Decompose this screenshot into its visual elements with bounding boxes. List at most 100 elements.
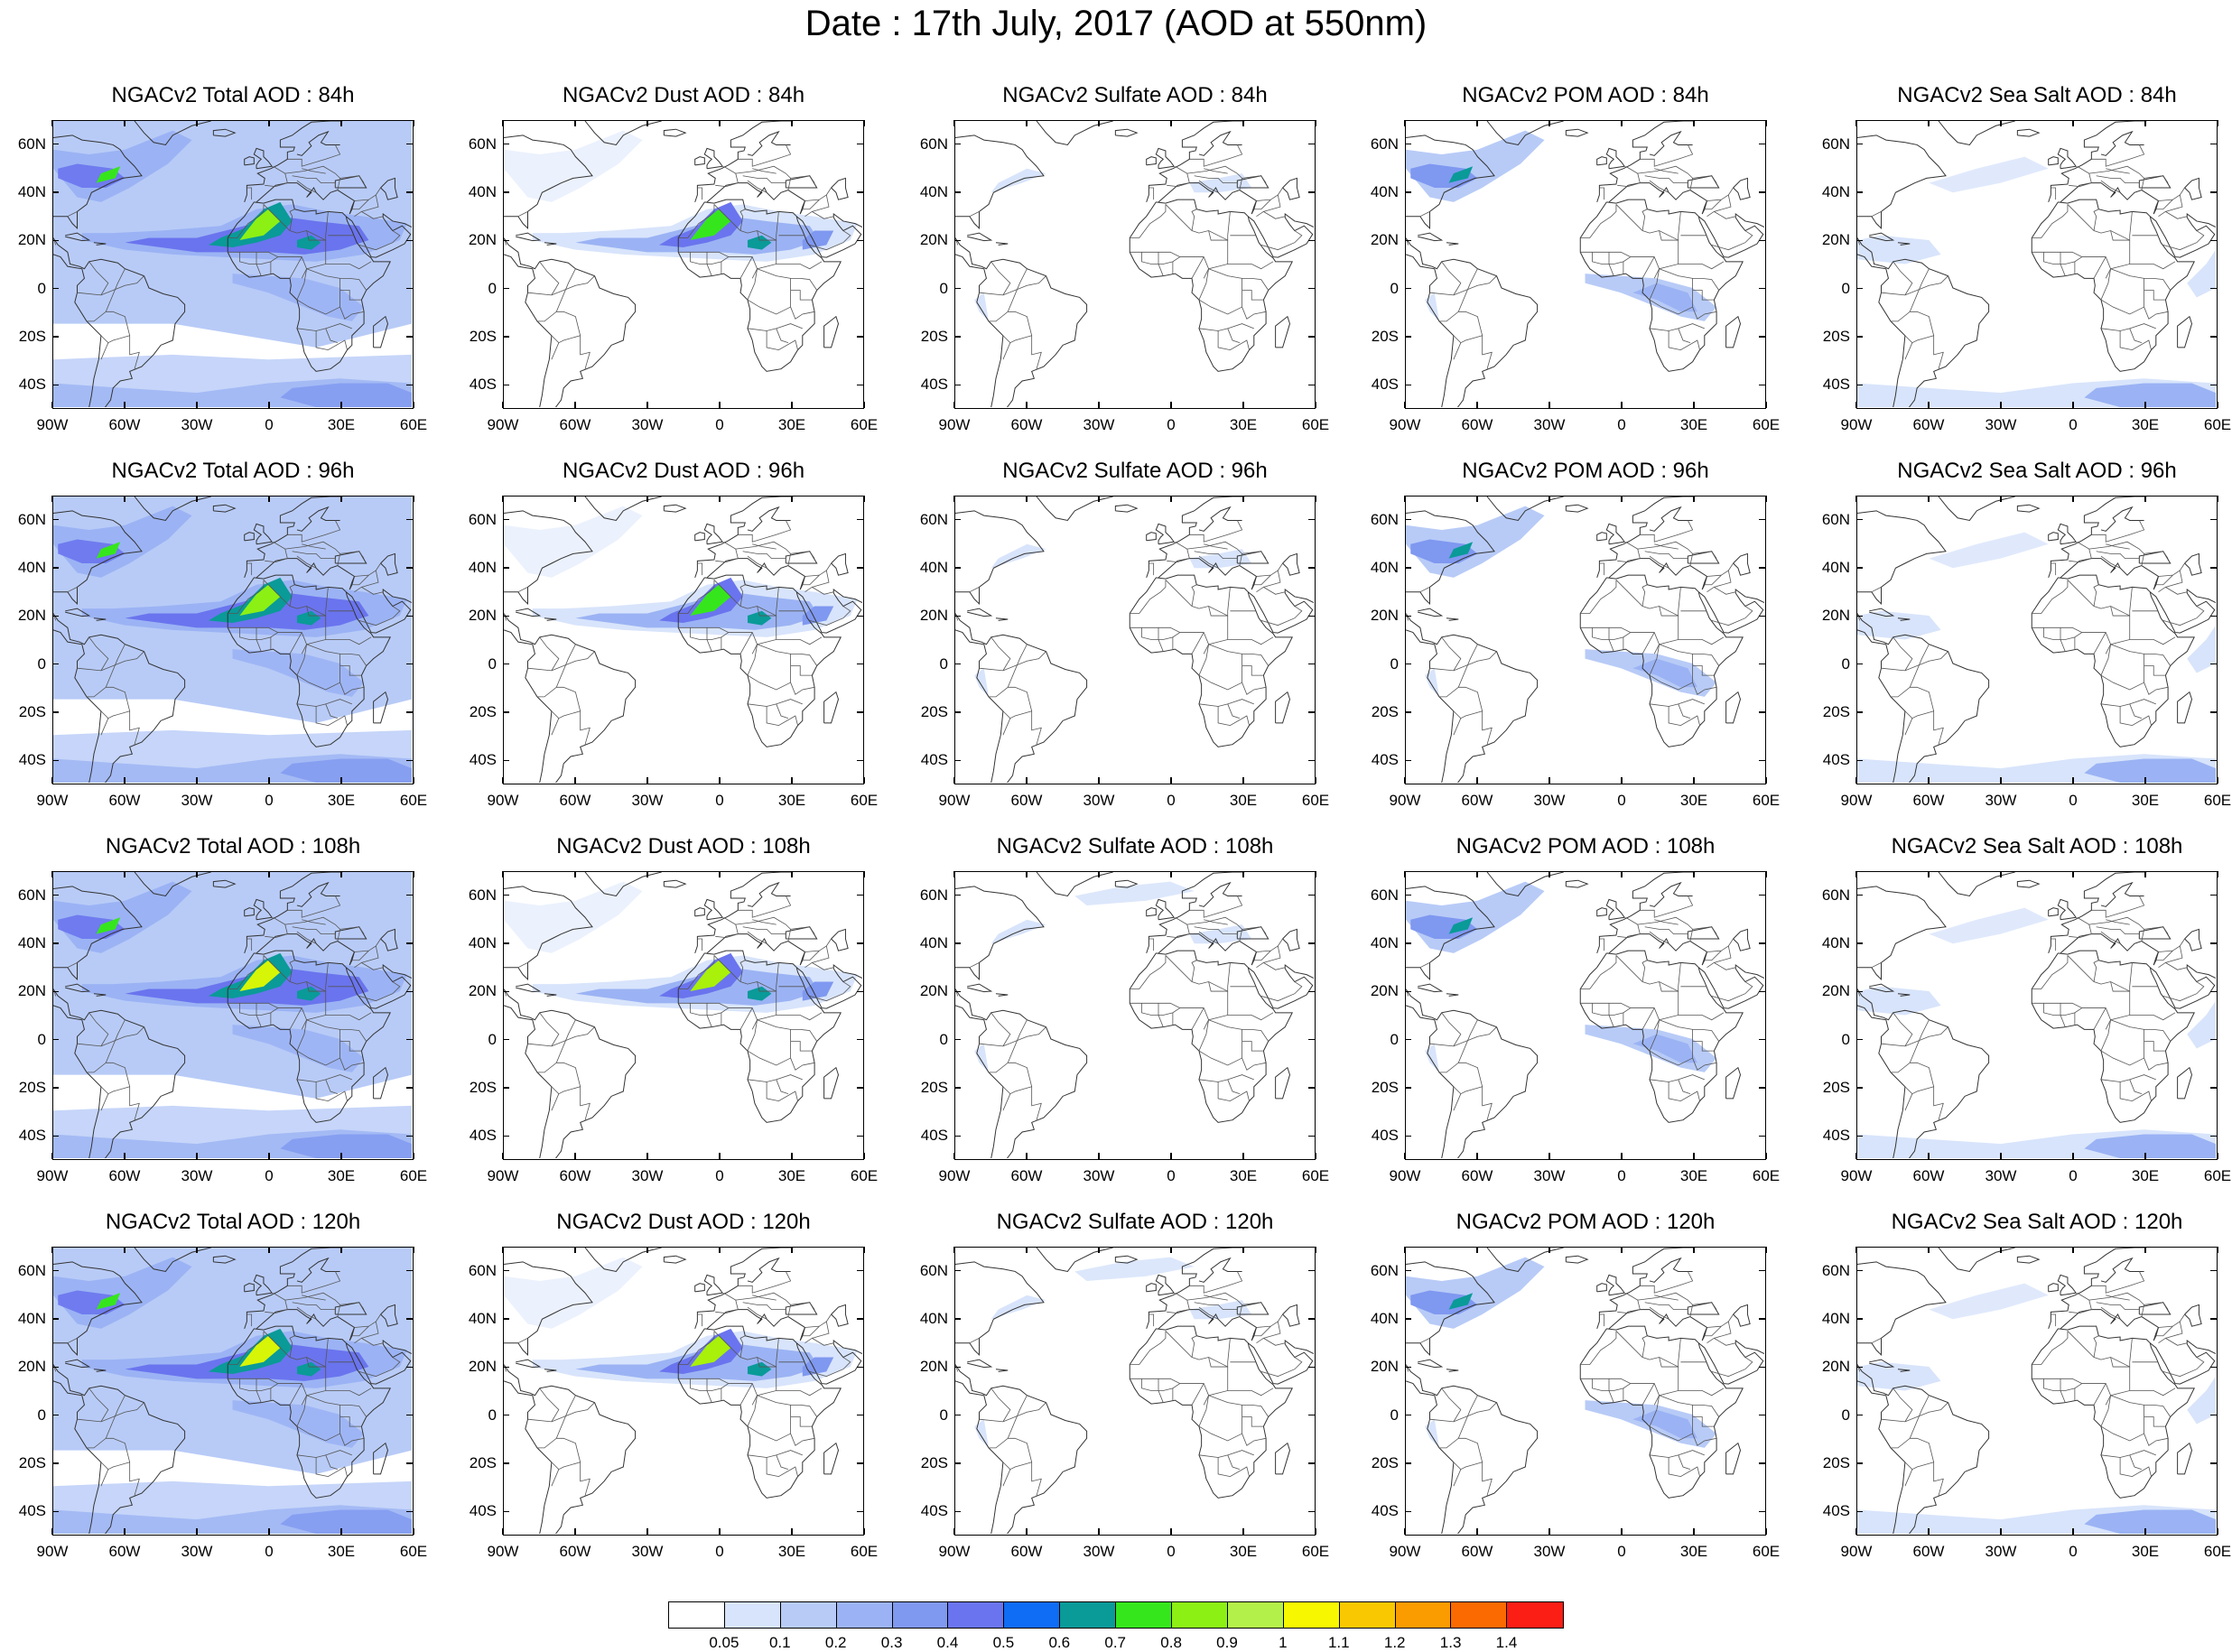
country-border	[1580, 1367, 1679, 1397]
lat-tick	[1759, 1135, 1765, 1137]
coastline	[703, 523, 724, 545]
map-panel-dust	[503, 1247, 864, 1536]
aerosol-plume	[58, 539, 126, 563]
country-border	[739, 209, 746, 231]
map-panel-seasalt	[1856, 871, 2218, 1160]
lat-tick	[503, 567, 509, 569]
coastline	[1733, 552, 1751, 576]
country-border	[1668, 1081, 1700, 1102]
coastline	[694, 497, 794, 579]
country-border	[1130, 240, 1229, 270]
country-border	[2088, 916, 2144, 930]
lon-tick	[2144, 120, 2146, 126]
aerosol-plume	[1929, 532, 2049, 569]
country-border	[1617, 165, 1641, 188]
coastline	[373, 691, 389, 724]
aerosol-plume	[1929, 156, 2049, 193]
lat-tick	[1405, 287, 1411, 290]
aerosol-plume	[96, 1293, 121, 1310]
country-border	[551, 718, 560, 736]
country-border	[77, 1402, 144, 1423]
panel-title: NGACv2 Sea Salt AOD : 96h	[1897, 459, 2177, 483]
lon-tick-label: 30W	[1985, 792, 2017, 809]
country-border	[1406, 237, 1409, 246]
coastline	[584, 872, 662, 896]
lon-tick	[863, 1528, 865, 1535]
lat-tick-label: 40N	[919, 559, 948, 576]
coastline	[93, 1369, 107, 1372]
country-border	[1208, 1338, 1231, 1368]
lat-tick	[52, 287, 59, 290]
lon-tick	[1170, 1153, 1172, 1159]
country-border	[757, 587, 779, 617]
country-border	[790, 682, 815, 695]
aerosol-plume	[1074, 881, 1195, 905]
lon-tick-label: 0	[2069, 416, 2078, 433]
lon-tick	[2072, 777, 2074, 784]
lat-tick-label: 20S	[920, 328, 948, 345]
lon-tick	[1855, 777, 1857, 784]
coastline	[785, 551, 818, 564]
country-border	[1008, 311, 1033, 336]
lat-tick	[1308, 143, 1315, 145]
country-border	[88, 261, 109, 296]
lon-tick-label: 90W	[36, 792, 69, 809]
coastline	[1036, 1248, 1113, 1272]
country-border	[1198, 1019, 1242, 1066]
country-border	[315, 1081, 348, 1102]
lon-tick	[413, 1528, 414, 1535]
coastline	[296, 1257, 340, 1283]
lon-tick	[124, 1153, 126, 1159]
country-border	[804, 961, 834, 970]
lat-tick	[503, 663, 509, 665]
coastline	[1857, 886, 1947, 981]
country-border	[787, 1302, 815, 1317]
lat-tick-label: 60N	[1821, 135, 1850, 153]
lon-tick	[196, 120, 198, 126]
panel-title: NGACv2 POM AOD : 96h	[1462, 459, 1709, 483]
coastline	[1406, 613, 1539, 783]
country-border	[2051, 938, 2057, 951]
coastline	[1565, 128, 1589, 137]
coastline	[2048, 872, 2147, 954]
country-border	[697, 562, 703, 576]
country-border	[2119, 1457, 2152, 1478]
country-border	[1678, 261, 1725, 270]
country-border	[287, 144, 341, 167]
coastline	[65, 983, 91, 993]
coastline	[2177, 1066, 2193, 1100]
country-border	[53, 1364, 57, 1372]
lon-tick	[1765, 871, 1767, 877]
lat-tick-label: 40N	[919, 183, 948, 200]
lat-tick	[2210, 239, 2217, 242]
country-border	[1008, 686, 1033, 711]
lon-tick	[1242, 777, 1244, 784]
country-border	[537, 1019, 576, 1073]
country-border	[2119, 706, 2152, 727]
lat-tick	[2210, 287, 2217, 290]
country-border	[735, 1292, 791, 1305]
lat-tick-label: 40S	[469, 376, 497, 394]
panel-title: NGACv2 Sulfate AOD : 96h	[1002, 459, 1268, 483]
lon-tick-label: 30W	[181, 1167, 213, 1184]
lat-tick	[1759, 287, 1765, 290]
lon-tick	[2144, 777, 2146, 784]
lat-tick	[1759, 336, 1765, 338]
lon-tick-label: 30W	[1533, 792, 1566, 809]
country-border	[1714, 945, 1732, 963]
colorbar-swatch	[1004, 1602, 1061, 1628]
lat-tick-label: 40S	[18, 1502, 46, 1520]
lat-tick	[1856, 384, 1863, 386]
lon-tick	[719, 1153, 721, 1159]
coastline	[380, 552, 398, 576]
country-border	[339, 306, 365, 320]
map-panel-total	[52, 496, 414, 784]
lon-tick	[1693, 777, 1695, 784]
coastline	[516, 1359, 542, 1369]
country-border	[289, 256, 302, 279]
lon-tick-label: 60E	[850, 792, 879, 809]
country-border	[504, 988, 507, 997]
coastline	[831, 552, 849, 576]
coastline	[1247, 1340, 1314, 1385]
country-border	[1242, 665, 1264, 676]
